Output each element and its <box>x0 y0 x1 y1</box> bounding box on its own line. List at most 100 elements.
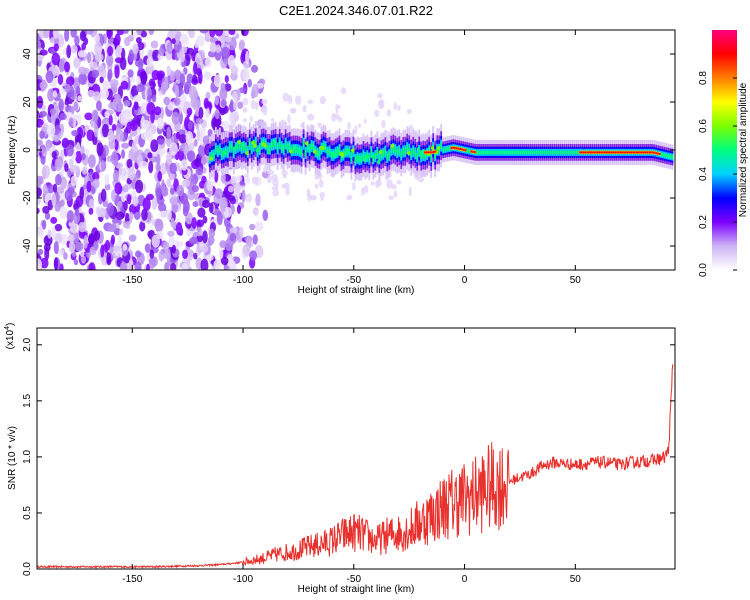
snr-panel: -150 -100 -50 0 50 0.0 0.5 1.0 1.5 2.0 Height of… <box>4 323 676 595</box>
spectrogram-image <box>37 30 674 270</box>
spectrogram-speckle <box>249 250 258 261</box>
spectrogram-ridge-cell <box>571 150 574 155</box>
spectrogram-speckle <box>381 119 386 129</box>
spectrogram-ridge-cell <box>228 143 231 150</box>
spectrogram-speckle <box>94 33 100 44</box>
spectrogram-core-cell <box>470 150 473 153</box>
spectrogram-speckle <box>116 44 123 55</box>
spectrogram-speckle <box>219 246 224 260</box>
spectrogram-speckle <box>232 90 238 101</box>
spectrogram-speckle <box>135 179 144 194</box>
spectrogram-core-cell <box>455 147 458 150</box>
spectrogram-core-cell <box>634 151 636 154</box>
spectrogram-ridge-cell <box>364 154 367 161</box>
spectrogram-speckle <box>198 70 203 85</box>
spectrogram-speckle <box>281 183 285 189</box>
spectrogram-speckle <box>141 101 147 114</box>
spectrogram-ridge-cell <box>230 143 233 150</box>
spectrogram-core-cell <box>425 151 428 154</box>
spectrogram-speckle <box>180 159 188 171</box>
spectrogram-speckle <box>267 175 272 184</box>
spectrogram-speckle <box>37 248 44 255</box>
spectrogram-ridge-cell <box>418 147 421 155</box>
spectrogram-ridge-cell <box>242 143 245 151</box>
spectrogram-speckle <box>195 57 200 65</box>
spectrogram-speckle <box>340 87 347 95</box>
spectrogram-ridge-cell <box>490 150 492 155</box>
spectrogram-speckle <box>186 107 193 116</box>
spectrogram-ridge-cell <box>386 153 389 161</box>
spectrogram-core-cell <box>651 151 654 154</box>
spectrogram-ridge-cell <box>410 150 413 158</box>
spectrogram-speckle <box>206 254 214 262</box>
spectrogram-core-cell <box>648 151 650 154</box>
spectrogram-core-cell <box>580 151 583 154</box>
spectrogram-speckle <box>59 206 68 219</box>
spectrogram-y-tick-label: 0 <box>22 147 33 153</box>
spectrogram-ridge-cell <box>384 148 387 155</box>
spectrogram-core-cell <box>431 151 433 154</box>
spectrogram-speckle <box>220 82 226 92</box>
spectrogram-ridge-cell <box>346 148 349 155</box>
spectrogram-ridge-cell <box>400 151 403 158</box>
spectrogram-speckle <box>220 256 229 266</box>
spectrogram-speckle <box>37 144 41 154</box>
spectrogram-ridge-cell <box>520 150 522 155</box>
spectrogram-speckle <box>128 49 135 63</box>
spectrogram-speckle <box>150 40 159 49</box>
spectrogram-speckle <box>78 66 87 75</box>
spectrogram-core-cell <box>658 153 661 155</box>
spectrogram-speckle <box>228 195 236 202</box>
spectrogram-speckle <box>59 199 65 207</box>
spectrogram-speckle <box>37 207 40 214</box>
spectrogram-core-cell <box>461 148 463 151</box>
spectrogram-speckle <box>37 119 44 126</box>
spectrogram-speckle <box>285 187 290 196</box>
spectrogram-ridge-cell <box>324 144 327 151</box>
spectrogram-speckle <box>116 30 125 36</box>
spectrogram-speckle <box>358 123 362 129</box>
spectrogram-speckle <box>307 99 314 104</box>
spectrogram-core-cell <box>605 151 608 154</box>
spectrogram-core-cell <box>612 151 615 154</box>
spectrogram-speckle <box>51 226 56 241</box>
spectrogram-core-cell <box>596 151 599 154</box>
spectrogram-speckle <box>282 92 290 102</box>
spectrogram-speckle <box>171 244 177 254</box>
spectrogram-speckle <box>262 107 268 116</box>
spectrogram-ridge-cell <box>524 150 526 155</box>
spectrogram-speckle <box>168 30 178 38</box>
spectrogram-speckle <box>88 233 95 245</box>
spectrogram-ridge-cell <box>294 146 297 154</box>
spectrogram-core-cell <box>644 151 647 154</box>
snr-y-tick-label: 1.5 <box>22 393 33 407</box>
spectrogram-ridge-cell <box>529 150 532 155</box>
spectrogram-core-cell <box>641 151 643 154</box>
spectrogram-ridge-cell <box>302 140 305 147</box>
spectrogram-speckle <box>92 178 100 189</box>
spectrogram-speckle <box>226 253 234 267</box>
spectrogram-speckle <box>80 145 85 156</box>
snr-x-tick-label: 50 <box>570 574 582 585</box>
spectrogram-speckle <box>64 30 70 42</box>
spectrogram-speckle <box>378 99 385 107</box>
spectrogram-speckle <box>83 234 88 249</box>
spectrogram-ridge-cell <box>500 150 502 155</box>
spectrogram-speckle <box>119 261 128 270</box>
spectrogram-speckle <box>406 108 412 115</box>
spectrogram-speckle <box>179 99 185 110</box>
spectrogram-speckle <box>141 208 148 221</box>
spectrogram-speckle <box>249 223 256 231</box>
spectrogram-speckle <box>146 56 154 67</box>
spectrogram-speckle <box>227 54 236 69</box>
spectrogram-speckle <box>100 160 107 171</box>
spectrogram-speckle <box>151 197 158 210</box>
spectrogram-ridge-cell <box>298 147 301 154</box>
spectrogram-speckle <box>396 180 402 185</box>
spectrogram-speckle <box>252 234 258 245</box>
spectrogram-speckle <box>84 112 93 121</box>
spectrogram-speckle <box>120 80 129 90</box>
spectrogram-speckle <box>40 257 49 269</box>
spectrogram-speckle <box>228 30 236 36</box>
spectrogram-x-tick-label: -150 <box>122 275 142 286</box>
